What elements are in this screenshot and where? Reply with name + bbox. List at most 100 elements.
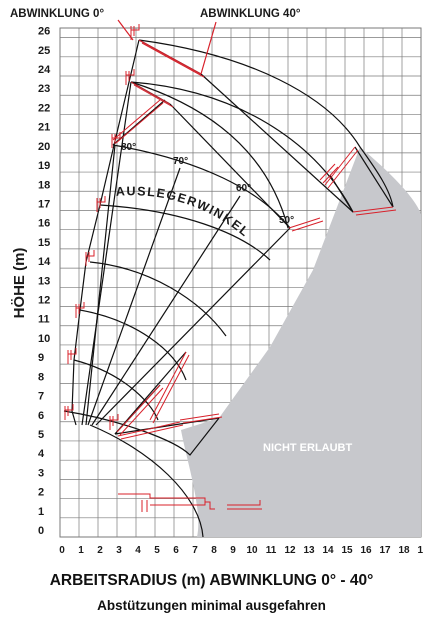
basket-outline — [109, 414, 119, 430]
boom-segment — [119, 387, 164, 436]
boom-segment — [138, 39, 202, 75]
envelope-arc-5 — [99, 204, 271, 261]
x-tick-label: 0 — [59, 545, 65, 556]
y-tick-label: 10 — [38, 333, 50, 345]
boom-segment — [141, 42, 205, 78]
x-tick-label: 16 — [360, 545, 372, 556]
x-tick-label: 7 — [192, 545, 198, 556]
boom-segment — [149, 351, 187, 421]
x-tick-label: 1 — [78, 545, 84, 556]
boom-segment — [115, 102, 164, 144]
x-tick-label: 14 — [322, 545, 334, 556]
left-boundary — [71, 39, 140, 426]
boom-segment — [117, 421, 181, 437]
y-tick-label: 24 — [38, 64, 51, 76]
y-tick-label: 5 — [38, 429, 44, 441]
envelope-arc-3 — [130, 81, 289, 229]
y-tick-label: 22 — [38, 102, 50, 114]
ground-basket — [227, 500, 262, 510]
forbidden-zone — [181, 147, 421, 537]
inner-envelope-arc — [89, 424, 204, 538]
y-tick-label: 14 — [38, 256, 51, 268]
y-tick-label: 13 — [38, 275, 50, 287]
x-tick-label: 18 — [398, 545, 410, 556]
boom-ray-80b — [85, 144, 116, 426]
boom-lower-4 — [117, 421, 184, 440]
y-tick-label: 4 — [38, 448, 45, 460]
working-range-diagram: 80° 70° 60° 50° AUSLEGERWINKEL NICHT ERL… — [10, 8, 423, 556]
boom-segment — [120, 424, 184, 440]
boom-segment — [352, 206, 394, 213]
y-tick-label: 7 — [38, 391, 44, 403]
y-axis-label: HÖHE (m) — [11, 248, 28, 319]
y-tick-label: 2 — [38, 487, 44, 499]
boom-segment — [182, 416, 223, 424]
x-tick-label: 15 — [341, 545, 353, 556]
y-tick-label: 18 — [38, 179, 50, 191]
boom-lower-1 — [116, 384, 164, 436]
x-tick-label: 13 — [303, 545, 315, 556]
boom-segment — [327, 149, 359, 189]
x-tick-label: 11 — [266, 545, 277, 556]
y-tick-label: 21 — [38, 122, 50, 134]
angle-label-70: 70° — [173, 156, 188, 167]
y-tick-label: 9 — [38, 352, 44, 364]
y-tick-label: 12 — [38, 295, 50, 307]
y-tick-label: 20 — [38, 141, 50, 153]
x-tick-label: 10 — [246, 545, 258, 556]
boom-angle-labels: 80° 70° 60° 50° — [121, 142, 294, 226]
boom-segment — [152, 354, 190, 424]
x-axis-caption: ARBEITSRADIUS (m) ABWINKLUNG 0° - 40° — [49, 572, 374, 589]
x-tick-label: 3 — [116, 545, 122, 556]
x-tick-label: 17 — [379, 545, 391, 556]
outer-envelope-arc — [138, 39, 394, 208]
boom-lower-3 — [179, 413, 223, 424]
boom-40-top — [138, 39, 205, 78]
lower-zone-line-1 — [114, 417, 220, 435]
boom-40-24m — [130, 81, 174, 108]
boom-segment — [179, 413, 220, 421]
boom-segment — [322, 166, 339, 184]
platform-reach-40-a — [200, 73, 354, 213]
upper-boom-ray-3 — [112, 99, 166, 146]
boom-segment — [133, 84, 174, 108]
ground-platform — [118, 493, 262, 512]
boom-ray-70 — [87, 167, 181, 426]
basket-outline — [85, 250, 95, 266]
x-tick-label: 9 — [230, 545, 236, 556]
y-tick-label: 6 — [38, 410, 44, 422]
y-tick-label: 15 — [38, 237, 50, 249]
y-tick-label: 8 — [38, 371, 44, 383]
title-0-degree: ABWINKLUNG 0° — [10, 8, 104, 20]
title-40-degree: ABWINKLUNG 40° — [200, 8, 301, 20]
boom-ray-80 — [81, 81, 132, 426]
x-tick-label: 19 — [417, 545, 423, 556]
y-tick-label: 17 — [38, 198, 50, 210]
basket-outline — [67, 348, 77, 364]
boom-segment — [116, 384, 161, 433]
boom-40-16m — [288, 217, 324, 232]
y-tick-label: 1 — [38, 506, 44, 518]
y-tick-label: 25 — [38, 45, 50, 57]
x-tick-label: 6 — [173, 545, 179, 556]
boom-segment — [319, 163, 336, 181]
y-tick-label: 0 — [38, 525, 44, 537]
platform-reach-40-c — [354, 146, 394, 208]
basket-outline — [125, 69, 135, 85]
boom-segment — [291, 220, 324, 232]
platform-17m — [96, 196, 106, 212]
ground-mast — [141, 500, 148, 512]
envelope-arc-8 — [73, 359, 159, 421]
boom-40-upper-right — [324, 146, 359, 189]
platform-14m — [85, 250, 95, 266]
platform-reach-40-b — [169, 103, 291, 229]
y-tick-label: 26 — [38, 26, 50, 38]
platform-5m — [109, 414, 119, 430]
basket-outline — [64, 404, 74, 420]
angle-label-50: 50° — [279, 215, 294, 226]
boom-ray-50 — [95, 227, 291, 426]
boom-40-right — [319, 163, 339, 184]
x-tick-label: 12 — [284, 545, 296, 556]
ground-boom — [118, 493, 206, 506]
